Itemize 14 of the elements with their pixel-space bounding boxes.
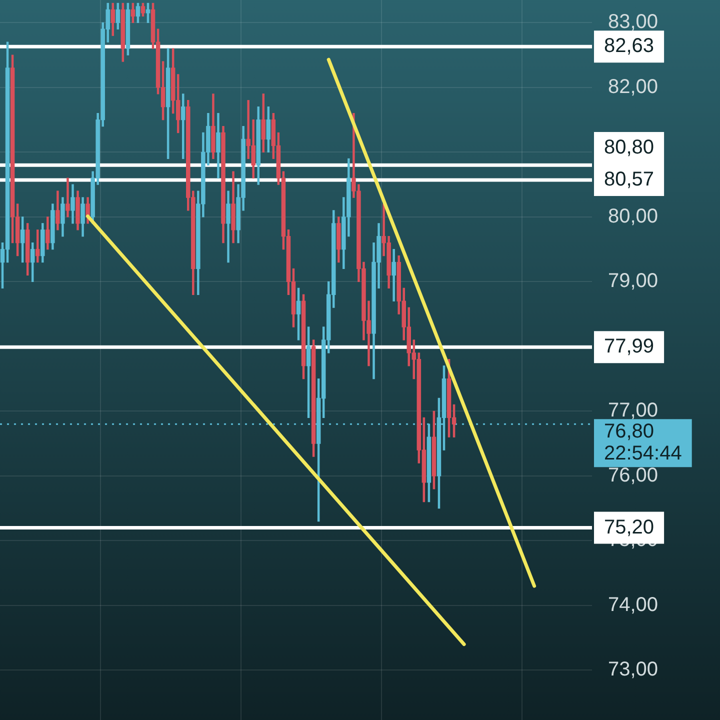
y-tick-label: 80,00 xyxy=(608,205,658,228)
ref-line-label: 76,80 22:54:44 xyxy=(604,420,682,465)
ref-line-label: 82,63 xyxy=(604,35,654,58)
ref-line-label: 80,57 xyxy=(604,168,654,191)
ref-line-label: 77,99 xyxy=(604,336,654,358)
ref-line-label: 75,20 xyxy=(604,516,654,538)
y-tick-label: 74,00 xyxy=(608,594,658,616)
y-tick-label: 76,00 xyxy=(608,464,658,486)
y-tick-label: 79,00 xyxy=(608,270,658,292)
y-tick-label: 83,00 xyxy=(608,11,658,34)
y-tick-label: 82,00 xyxy=(608,76,658,98)
y-tick-label: 77,00 xyxy=(608,400,658,422)
ref-line-label: 80,80 xyxy=(604,136,654,159)
y-tick-label: 73,00 xyxy=(608,658,658,681)
